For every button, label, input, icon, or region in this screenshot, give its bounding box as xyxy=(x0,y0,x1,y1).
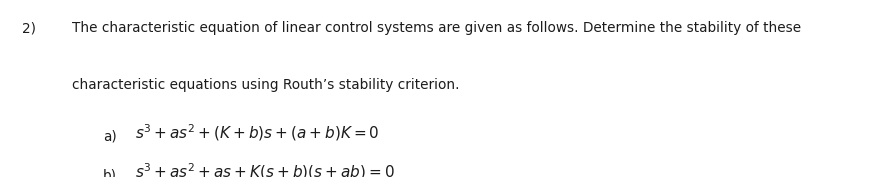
Text: The characteristic equation of linear control systems are given as follows. Dete: The characteristic equation of linear co… xyxy=(72,21,800,35)
Text: b): b) xyxy=(103,168,117,177)
Text: 2): 2) xyxy=(22,21,36,35)
Text: $s^3+as^2+as+K(s+b)(s+ab)=0$: $s^3+as^2+as+K(s+b)(s+ab)=0$ xyxy=(135,161,395,177)
Text: $s^3+as^2+(K+b)s+(a+b)K=0$: $s^3+as^2+(K+b)s+(a+b)K=0$ xyxy=(135,122,379,143)
Text: characteristic equations using Routh’s stability criterion.: characteristic equations using Routh’s s… xyxy=(72,78,459,92)
Text: a): a) xyxy=(103,129,117,143)
